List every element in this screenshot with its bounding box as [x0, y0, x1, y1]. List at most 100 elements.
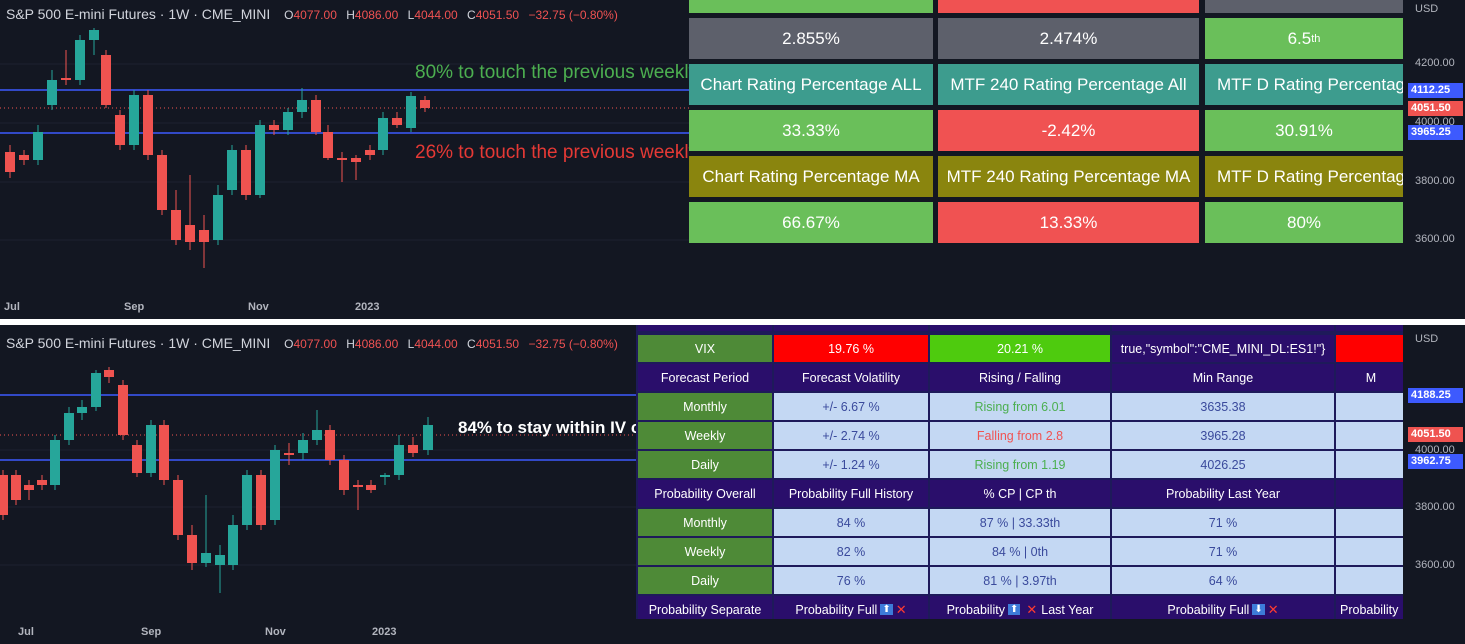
- header-cell: Probability: [1336, 596, 1403, 619]
- pane-separator[interactable]: [0, 319, 1465, 325]
- candle-body: [269, 125, 279, 130]
- candle-body: [171, 210, 181, 240]
- candle-body: [24, 485, 34, 490]
- table-cell: [774, 325, 928, 331]
- candle-body: [199, 230, 209, 242]
- header-cell: Probability Last Year: [1112, 480, 1334, 507]
- candle-body: [159, 425, 169, 480]
- rating-cell: 2.855%: [689, 18, 933, 59]
- header-cell: % CP | CP th: [930, 480, 1110, 507]
- symbol-json-cell: true,"symbol":"CME_MINI_DL:ES1!"}: [1112, 335, 1334, 362]
- candle-body: [241, 150, 251, 195]
- bottom-chart-pane[interactable]: S&P 500 E-mini Futures · 1W · CME_MINI O…: [0, 325, 1465, 644]
- candle-body: [33, 132, 43, 160]
- top-chart-pane[interactable]: S&P 500 E-mini Futures · 1W · CME_MINI O…: [0, 0, 1465, 319]
- touch-high-green-note: 80% to touch the previous weekly high: [415, 62, 740, 83]
- forecast-cell: Rising from 1.19: [930, 451, 1110, 478]
- forecast-cell: 4026.25: [1112, 451, 1334, 478]
- rating-cell: 33.33%: [689, 110, 933, 151]
- candle-body: [185, 225, 195, 242]
- cross-icon: ✕: [1026, 601, 1038, 617]
- probability-cell: 71 %: [1112, 538, 1334, 565]
- bottom-price-axis[interactable]: USD 4000.00 3800.00 3600.00 4188.25 4051…: [1403, 325, 1465, 644]
- probability-cell: [1336, 509, 1403, 536]
- top-price-axis[interactable]: USD 4200.00 4000.00 3800.00 3600.00 4112…: [1403, 0, 1465, 319]
- price-tick: 4000.00: [1415, 444, 1455, 456]
- candle-body: [353, 485, 363, 487]
- candle-body: [118, 385, 128, 435]
- forecast-cell: +/- 2.74 %: [774, 422, 928, 449]
- forecast-cell: 3965.28: [1112, 422, 1334, 449]
- rating-header-cell: MTF D Rating Percentage: [1205, 64, 1403, 105]
- upper-level-tag: 4188.25: [1408, 388, 1463, 403]
- vix-value: 20.21 %: [930, 335, 1110, 362]
- rating-header-cell: MTF 240 Rating Percentage MA: [938, 156, 1199, 197]
- candle-body: [64, 413, 74, 440]
- candle-body: [339, 460, 349, 490]
- rating-cell: -2.42%: [938, 110, 1199, 151]
- upper-level-tag: 4112.25: [1408, 83, 1463, 98]
- time-tick: Nov: [265, 626, 286, 638]
- probability-cell: 64 %: [1112, 567, 1334, 594]
- header-cell: Probability Separate: [638, 596, 772, 619]
- candle-body: [337, 158, 347, 160]
- last-price-tag: 4051.50: [1408, 101, 1463, 116]
- forecast-cell: [1336, 451, 1403, 478]
- forecast-cell: [1336, 393, 1403, 420]
- candle-body: [394, 445, 404, 475]
- probability-cell: [1336, 567, 1403, 594]
- candle-body: [215, 555, 225, 565]
- forecast-cell: +/- 6.67 %: [774, 393, 928, 420]
- iv-stay-note: 84% to stay within IV c: [458, 418, 641, 437]
- cross-icon: ✕: [895, 601, 907, 617]
- candle-body: [228, 525, 238, 565]
- header-cell: Probability Full History: [774, 480, 928, 507]
- vix-value: 19.76 %: [774, 335, 928, 362]
- candle-body: [37, 480, 47, 485]
- candle-body: [366, 485, 376, 490]
- candle-body: [173, 480, 183, 535]
- period-label: Monthly: [638, 509, 772, 536]
- time-tick: Nov: [248, 301, 269, 313]
- candle-body: [201, 553, 211, 563]
- candle-body: [378, 118, 388, 150]
- candle-body: [227, 150, 237, 190]
- rating-cell: [938, 0, 1199, 13]
- currency-label: USD: [1415, 333, 1439, 345]
- candle-body: [392, 118, 402, 125]
- candle-body: [284, 453, 294, 455]
- price-tick: 3800.00: [1415, 175, 1455, 187]
- arrow-up-icon: ⬆: [1007, 604, 1021, 615]
- lower-level-tag: 3962.75: [1408, 454, 1463, 469]
- cross-icon: ✕: [1267, 601, 1279, 617]
- candle-body: [213, 195, 223, 240]
- price-tick: 3600.00: [1415, 233, 1455, 245]
- candle-body: [365, 150, 375, 155]
- candle-body: [146, 425, 156, 473]
- candle-body: [256, 475, 266, 525]
- candle-body: [312, 430, 322, 440]
- forecast-cell: Rising from 6.01: [930, 393, 1110, 420]
- table-cell: [930, 325, 1110, 331]
- candle-body: [0, 475, 8, 515]
- header-cell: Rising / Falling: [930, 364, 1110, 391]
- candle-body: [47, 80, 57, 105]
- table-cell: [1336, 325, 1403, 331]
- arrow-down-icon: ⬇: [1252, 604, 1265, 615]
- time-tick: Jul: [18, 626, 34, 638]
- candle-body: [351, 158, 361, 162]
- rating-header-cell: MTF D Rating Percentage: [1205, 156, 1403, 197]
- probability-cell: [1336, 538, 1403, 565]
- candle-body: [132, 445, 142, 473]
- candle-body: [380, 475, 390, 477]
- arrow-up-icon: ⬆: [880, 604, 893, 615]
- candle-body: [157, 155, 167, 210]
- header-cell: Min Range: [1112, 364, 1334, 391]
- time-tick: 2023: [372, 626, 397, 638]
- candle-body: [283, 112, 293, 130]
- forecast-cell: 3635.38: [1112, 393, 1334, 420]
- probability-cell: 87 % | 33.33th: [930, 509, 1110, 536]
- candle-body: [143, 95, 153, 155]
- candle-body: [104, 370, 114, 377]
- header-cell: Forecast Volatility: [774, 364, 928, 391]
